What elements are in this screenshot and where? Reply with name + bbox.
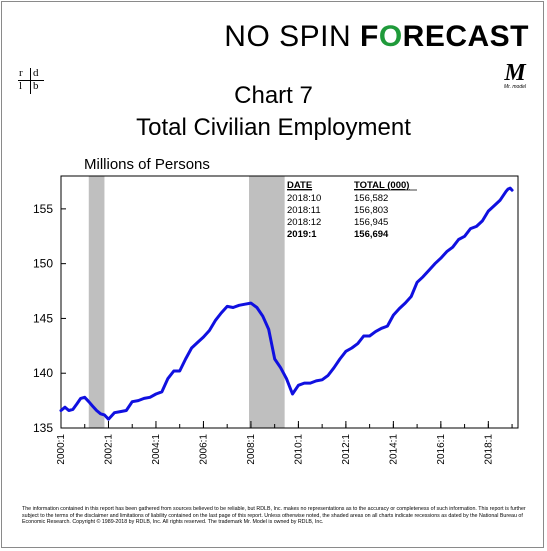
brand-forecast-f: F [359,20,379,53]
recession-band [88,176,105,428]
x-tick-label: 2010:1 [293,434,304,465]
mr-model-mark: M [504,60,526,86]
table-row-total-latest: 156,694 [354,229,389,240]
y-axis-label: Millions of Persons [84,156,210,173]
data-table: DATE TOTAL (000) 2018:10 156,582 2018:11… [287,180,417,240]
table-row-total: 156,945 [354,217,388,228]
disclaimer-text: The information contained in this report… [22,506,526,526]
table-row-date-latest: 2019:1 [287,229,317,240]
rdlb-r: r [19,67,23,79]
brand-logo: NO SPIN FORECAST [224,20,529,54]
y-tick-label: 140 [33,366,53,380]
brand-o-glyph: O [378,20,403,53]
x-tick-label: 2012:1 [341,434,352,465]
x-tick-label: 2008:1 [246,434,257,465]
x-tick-label: 2018:1 [483,434,494,465]
mr-model-logo: M Mr. model [500,60,530,90]
x-tick-label: 2004:1 [151,434,162,465]
chart-title-line2: Total Civilian Employment [136,114,411,141]
mr-model-sub: Mr. model [503,84,527,90]
recession-band [249,176,285,428]
table-row-total: 156,582 [354,193,388,204]
table-header-total: TOTAL (000) [354,180,409,191]
rdlb-logo: r d l b [18,67,44,94]
y-tick-label: 135 [33,421,53,435]
y-tick-label: 155 [33,202,53,216]
x-tick-label: 2016:1 [436,434,447,465]
employment-line [59,186,514,421]
plot-area-border [60,175,519,429]
x-tick-label: 2002:1 [103,434,114,465]
table-row-date: 2018:11 [287,205,321,216]
x-tick-label: 2006:1 [198,434,209,465]
rdlb-d: d [33,67,39,79]
rdlb-l: l [19,80,23,92]
table-row-date: 2018:10 [287,193,321,204]
chart-title-line1: Chart 7 [234,82,313,109]
x-tick-label: 2014:1 [388,434,399,465]
table-header-date: DATE [287,180,312,191]
table-row-total: 156,803 [354,205,388,216]
brand-forecast-rest: RECAST [402,20,529,53]
table-row-date: 2018:12 [287,217,321,228]
y-tick-label: 150 [33,257,53,271]
rdlb-b: b [33,80,39,92]
brand-no-spin: NO SPIN [224,20,360,53]
x-tick-label: 2000:1 [56,434,67,465]
y-tick-label: 145 [33,311,53,325]
